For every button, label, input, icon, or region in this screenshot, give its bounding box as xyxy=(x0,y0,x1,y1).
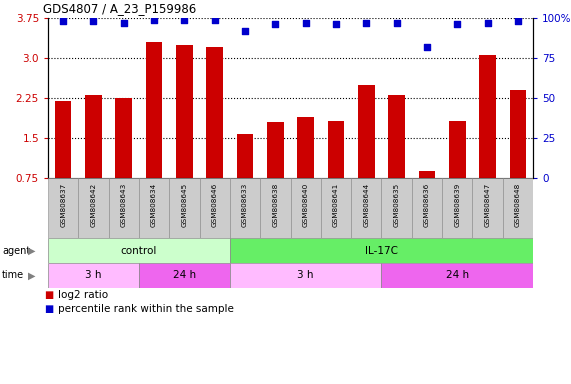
Bar xyxy=(48,263,139,288)
Text: GSM808647: GSM808647 xyxy=(485,183,490,227)
Bar xyxy=(230,263,381,288)
Bar xyxy=(388,95,405,178)
Bar xyxy=(48,238,230,263)
Bar xyxy=(260,178,291,238)
Text: GSM808641: GSM808641 xyxy=(333,183,339,227)
Text: 3 h: 3 h xyxy=(85,270,102,280)
Text: GDS4807 / A_23_P159986: GDS4807 / A_23_P159986 xyxy=(43,2,196,15)
Point xyxy=(271,22,280,28)
Text: GSM808646: GSM808646 xyxy=(212,183,218,227)
Bar xyxy=(176,45,193,178)
Bar xyxy=(78,178,108,238)
Bar xyxy=(472,178,502,238)
Bar xyxy=(230,178,260,238)
Point xyxy=(89,18,98,24)
Bar xyxy=(297,117,314,178)
Text: percentile rank within the sample: percentile rank within the sample xyxy=(58,304,234,314)
Text: GSM808637: GSM808637 xyxy=(60,183,66,227)
Text: GSM808642: GSM808642 xyxy=(90,183,96,227)
Point xyxy=(180,17,189,23)
Text: ■: ■ xyxy=(44,304,53,314)
Text: ■: ■ xyxy=(44,290,53,300)
Point xyxy=(331,22,340,28)
Point xyxy=(513,18,522,24)
Text: 24 h: 24 h xyxy=(445,270,469,280)
Point xyxy=(392,20,401,26)
Text: GSM808640: GSM808640 xyxy=(303,183,309,227)
Text: ▶: ▶ xyxy=(28,270,35,280)
Text: GSM808645: GSM808645 xyxy=(182,183,187,227)
Point xyxy=(150,17,159,23)
Bar xyxy=(169,178,199,238)
Bar xyxy=(48,178,78,238)
Bar xyxy=(358,84,375,178)
Bar xyxy=(199,178,230,238)
Point xyxy=(59,18,68,24)
Bar xyxy=(442,178,472,238)
Text: GSM808643: GSM808643 xyxy=(121,183,127,227)
Text: IL-17C: IL-17C xyxy=(365,245,398,255)
Bar xyxy=(291,178,321,238)
Point xyxy=(453,22,462,28)
Point xyxy=(361,20,371,26)
Text: log2 ratio: log2 ratio xyxy=(58,290,108,300)
Text: GSM808638: GSM808638 xyxy=(272,183,278,227)
Bar xyxy=(139,263,230,288)
Text: agent: agent xyxy=(2,245,30,255)
Bar xyxy=(115,98,132,178)
Bar xyxy=(146,42,162,178)
Point xyxy=(301,20,310,26)
Bar xyxy=(381,178,412,238)
Bar xyxy=(351,178,381,238)
Text: control: control xyxy=(120,245,157,255)
Point xyxy=(483,20,492,26)
Bar xyxy=(479,55,496,178)
Text: 24 h: 24 h xyxy=(173,270,196,280)
Bar xyxy=(55,101,71,178)
Bar xyxy=(139,178,169,238)
Bar xyxy=(412,178,442,238)
Bar xyxy=(267,122,284,178)
Bar xyxy=(449,121,465,178)
Bar xyxy=(206,47,223,178)
Bar xyxy=(328,121,344,178)
Text: GSM808633: GSM808633 xyxy=(242,183,248,227)
Text: GSM808636: GSM808636 xyxy=(424,183,430,227)
Text: GSM808648: GSM808648 xyxy=(515,183,521,227)
Bar xyxy=(237,134,254,178)
Bar xyxy=(230,238,533,263)
Bar xyxy=(419,171,435,178)
Bar xyxy=(381,263,533,288)
Text: GSM808635: GSM808635 xyxy=(393,183,400,227)
Point xyxy=(119,20,128,26)
Text: GSM808644: GSM808644 xyxy=(363,183,369,227)
Text: time: time xyxy=(2,270,24,280)
Text: GSM808634: GSM808634 xyxy=(151,183,157,227)
Bar xyxy=(85,95,102,178)
Bar xyxy=(502,178,533,238)
Point xyxy=(240,28,250,34)
Bar xyxy=(321,178,351,238)
Text: 3 h: 3 h xyxy=(297,270,314,280)
Bar xyxy=(108,178,139,238)
Text: GSM808639: GSM808639 xyxy=(454,183,460,227)
Point xyxy=(423,44,432,50)
Bar xyxy=(509,90,526,178)
Point xyxy=(210,17,219,23)
Text: ▶: ▶ xyxy=(28,245,35,255)
